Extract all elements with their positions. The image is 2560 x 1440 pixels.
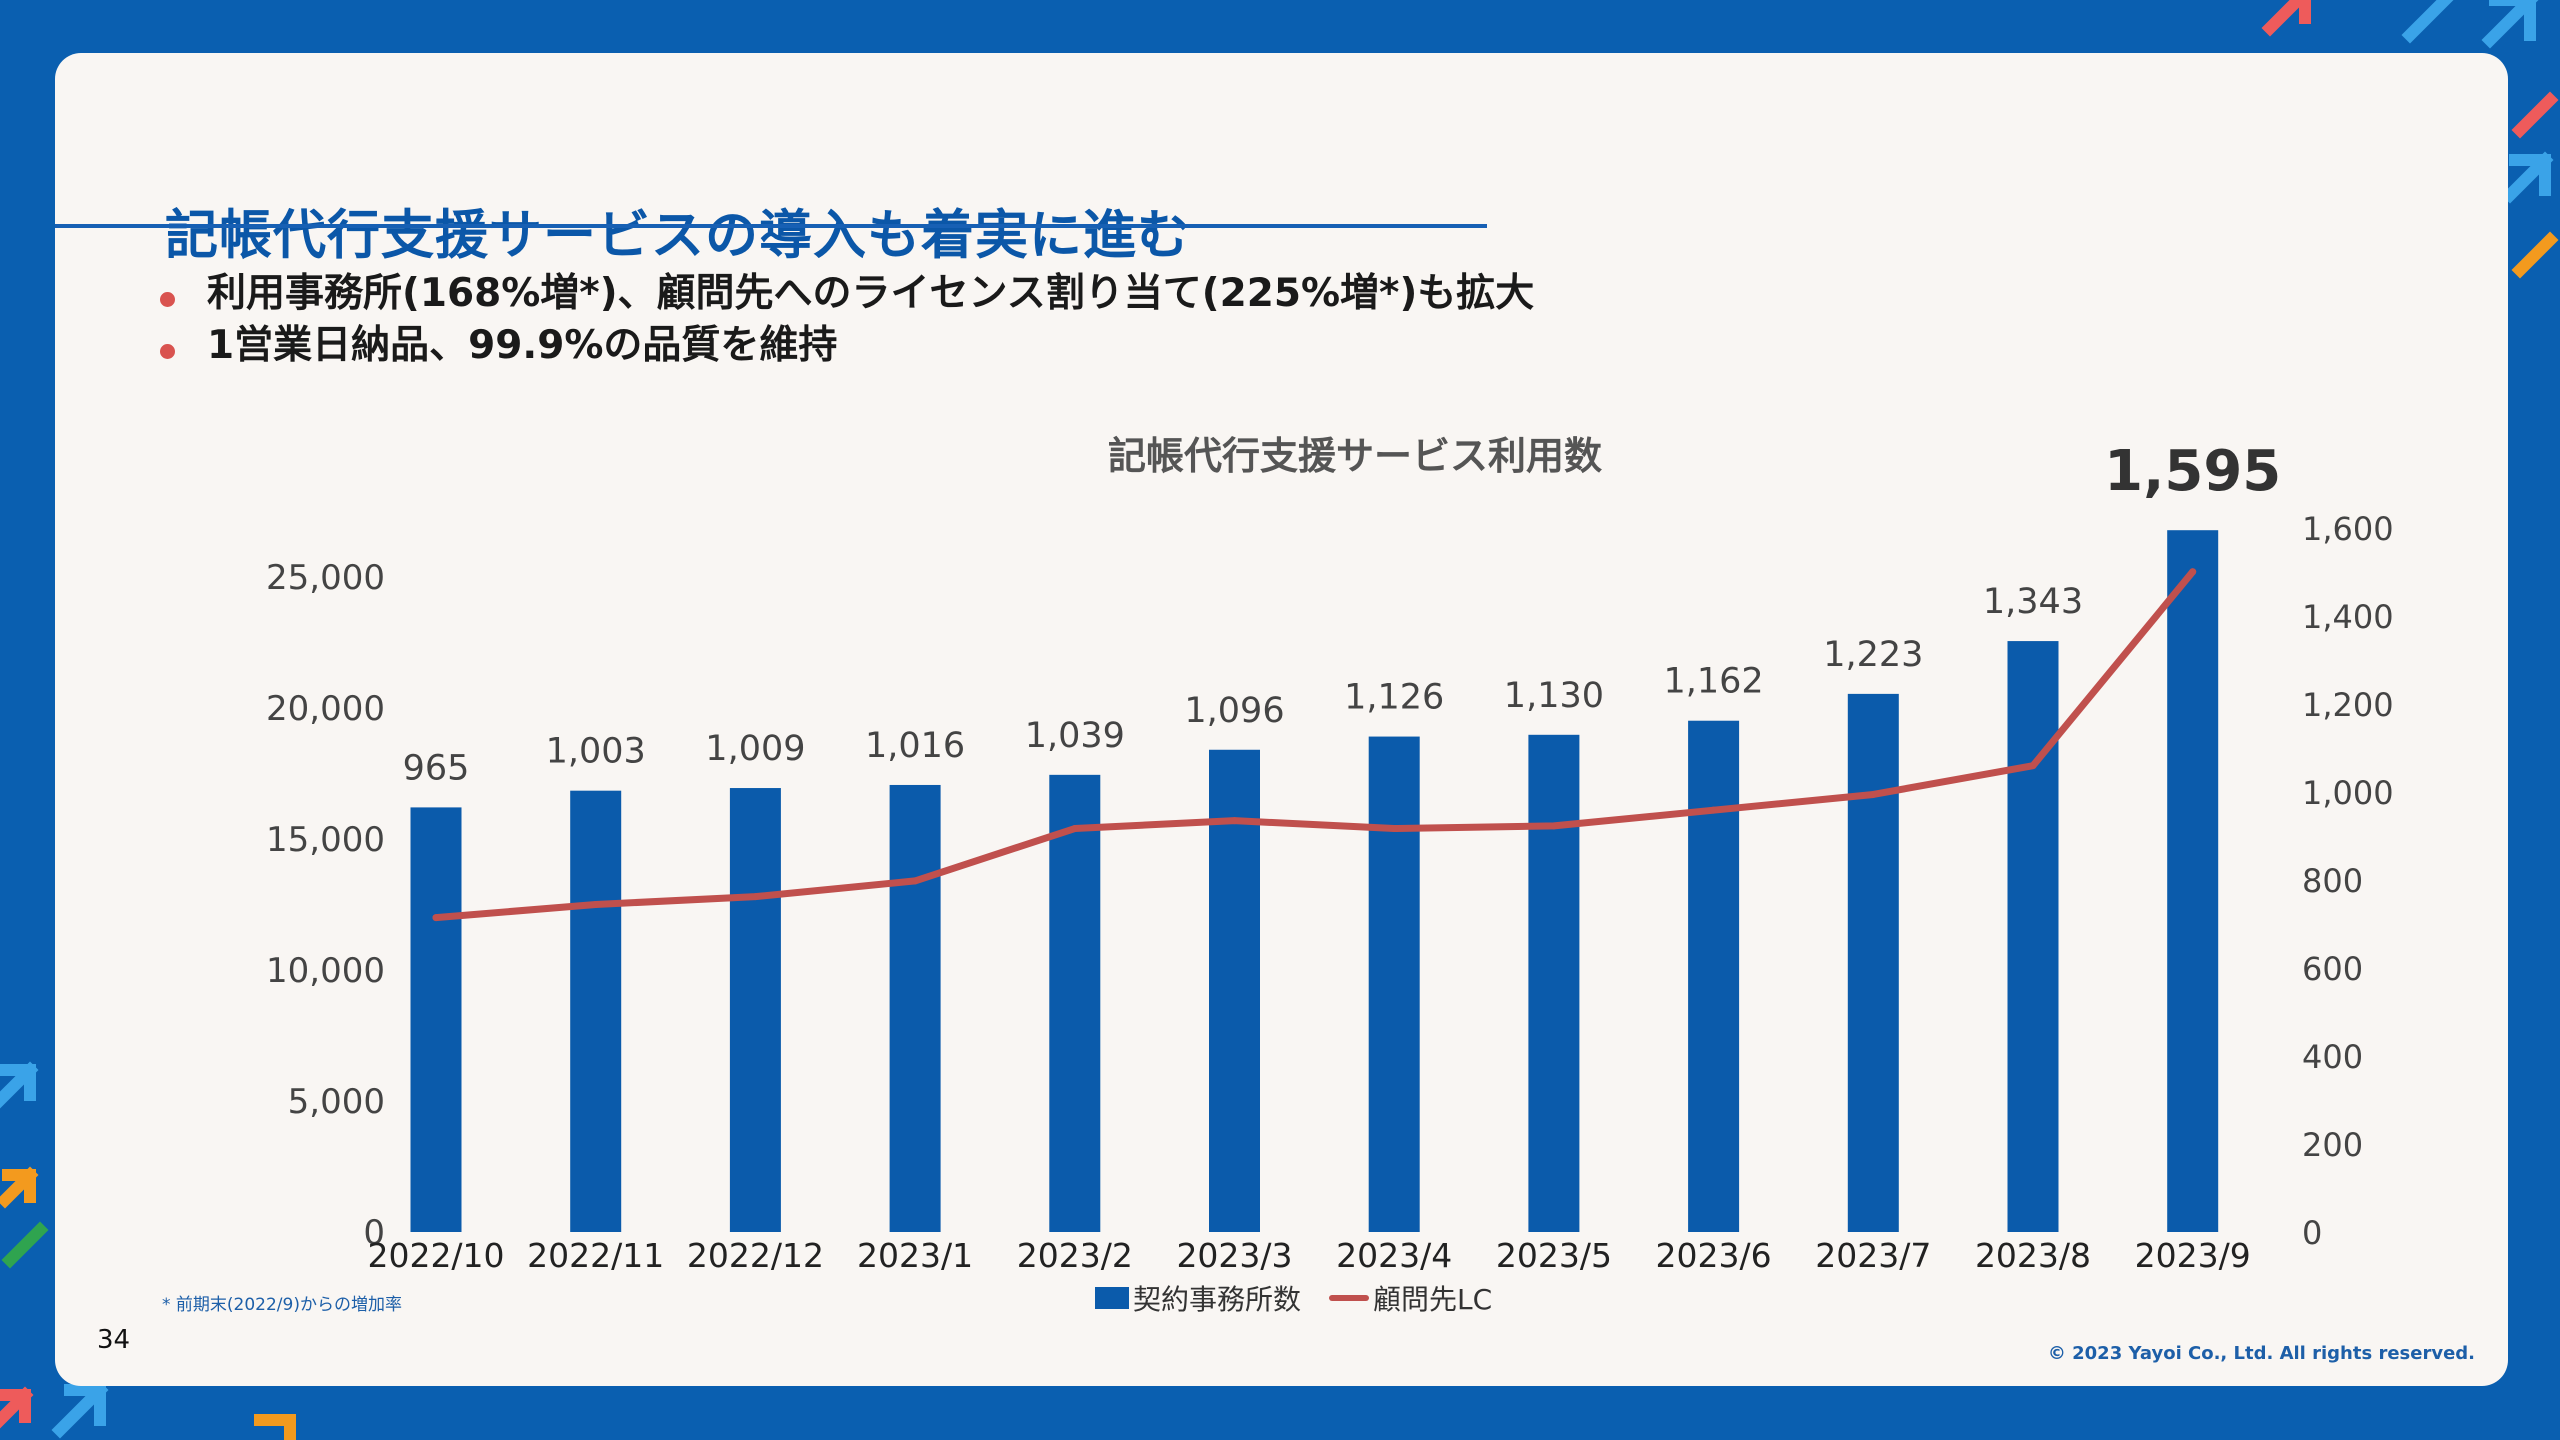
bar xyxy=(2167,530,2219,1232)
bar xyxy=(1847,693,1899,1232)
bullet-item: 1営業日納品、99.9%の品質を維持 xyxy=(160,320,1534,372)
x-tick-label: 2023/1 xyxy=(857,1236,973,1275)
line-point xyxy=(911,877,919,885)
line-point xyxy=(1869,790,1877,798)
y-right-tick-label: 800 xyxy=(2302,862,2363,900)
bar xyxy=(1528,734,1580,1232)
line-point xyxy=(1390,825,1398,833)
bar-value-label: 1,039 xyxy=(1025,716,1125,756)
footnote: * 前期末(2022/9)からの増加率 xyxy=(162,1295,402,1315)
chart-title: 記帳代行支援サービス利用数 xyxy=(1107,434,1602,478)
line-point xyxy=(1710,806,1718,814)
x-tick-label: 2023/2 xyxy=(1017,1236,1133,1275)
bar xyxy=(889,784,941,1232)
y-left-tick-label: 5,000 xyxy=(288,1082,385,1122)
line-point xyxy=(1231,817,1238,825)
y-left-tick-label: 15,000 xyxy=(266,820,385,860)
y-left-tick-label: 25,000 xyxy=(266,558,385,598)
bar-value-label: 965 xyxy=(403,748,470,788)
line-point xyxy=(592,901,600,908)
x-tick-label: 2023/9 xyxy=(2135,1236,2251,1275)
bullet-item: 利用事務所(168%増*)、顧問先へのライセンス割り当て(225%増*)も拡大 xyxy=(160,268,1534,320)
x-tick-label: 2022/12 xyxy=(687,1236,824,1275)
x-tick-label: 2023/4 xyxy=(1336,1236,1452,1275)
line-point xyxy=(751,893,759,901)
x-tick-label: 2023/8 xyxy=(1975,1236,2091,1275)
bar-value-label: 1,130 xyxy=(1504,676,1604,716)
bar-value-label: 1,162 xyxy=(1663,662,1763,702)
bar-value-label: 1,009 xyxy=(705,729,805,769)
bar-value-label: 1,003 xyxy=(546,732,646,772)
x-tick-label: 2023/6 xyxy=(1656,1236,1772,1275)
x-tick-label: 2023/7 xyxy=(1815,1236,1931,1275)
legend-bar-swatch xyxy=(1095,1287,1129,1309)
bar-value-label: 1,096 xyxy=(1184,691,1284,731)
chart-legend: 契約事務所数 顧問先LC xyxy=(1095,1278,1492,1318)
y-right-tick-label: 1,200 xyxy=(2302,686,2394,724)
y-left-tick-label: 20,000 xyxy=(266,689,385,729)
y-right-tick-label: 600 xyxy=(2302,950,2363,988)
x-tick-label: 2023/3 xyxy=(1176,1236,1292,1275)
line-point xyxy=(1071,825,1079,833)
line-point xyxy=(2189,568,2197,576)
line-point xyxy=(432,914,440,922)
slide-title: 記帳代行支援サービスの導入も着実に進む xyxy=(165,205,1191,266)
bar xyxy=(1368,736,1420,1232)
bar xyxy=(1209,749,1260,1232)
legend-item-line: 顧問先LC xyxy=(1329,1278,1492,1318)
legend-label: 契約事務所数 xyxy=(1133,1283,1302,1316)
chart-plot: 0 5,000 10,000 15,000 20,000 25,000 0 200 400 600… xyxy=(266,439,2394,1275)
title-underline xyxy=(55,224,1487,228)
bar xyxy=(570,790,622,1232)
y-left-tick-label: 10,000 xyxy=(266,951,385,991)
bar-value-label: 1,016 xyxy=(865,726,965,766)
bar xyxy=(1049,774,1101,1232)
y-right-tick-label: 400 xyxy=(2302,1038,2363,1076)
y-left-tick-label: 0 xyxy=(363,1213,385,1253)
bar xyxy=(729,788,781,1232)
page-number: 34 xyxy=(97,1325,131,1355)
bar-value-label: 1,343 xyxy=(1983,582,2083,622)
x-tick-label: 2023/5 xyxy=(1496,1236,1612,1275)
bullet-list: 利用事務所(168%増*)、顧問先へのライセンス割り当て(225%増*)も拡大 … xyxy=(160,268,1534,372)
y-right-tick-label: 200 xyxy=(2302,1126,2363,1164)
slide-card: 記帳代行支援サービスの導入も着実に進む 利用事務所(168%増*)、顧問先へのラ… xyxy=(55,53,2508,1386)
y-right-tick-label: 0 xyxy=(2302,1214,2322,1252)
bar xyxy=(1688,720,1740,1232)
line-point xyxy=(1550,822,1558,830)
y-right-tick-label: 1,400 xyxy=(2302,598,2394,636)
x-tick-label: 2022/10 xyxy=(367,1236,504,1275)
x-tick-label: 2022/11 xyxy=(527,1236,664,1275)
bar xyxy=(2007,641,2059,1232)
copyright: © 2023 Yayoi Co., Ltd. All rights reserv… xyxy=(2047,1343,2475,1364)
legend-item-bar: 契約事務所数 xyxy=(1095,1278,1301,1318)
y-right-tick-label: 1,600 xyxy=(2302,510,2394,548)
line-point xyxy=(2029,762,2037,770)
bar-value-label: 1,126 xyxy=(1344,678,1444,718)
line-series xyxy=(432,568,2197,922)
legend-line-swatch xyxy=(1329,1295,1370,1301)
bar xyxy=(410,807,462,1232)
bar-value-label: 1,595 xyxy=(2104,439,2281,504)
y-right-tick-label: 1,000 xyxy=(2302,774,2394,812)
bar-value-label: 1,223 xyxy=(1823,635,1923,675)
legend-label: 顧問先LC xyxy=(1373,1283,1493,1316)
